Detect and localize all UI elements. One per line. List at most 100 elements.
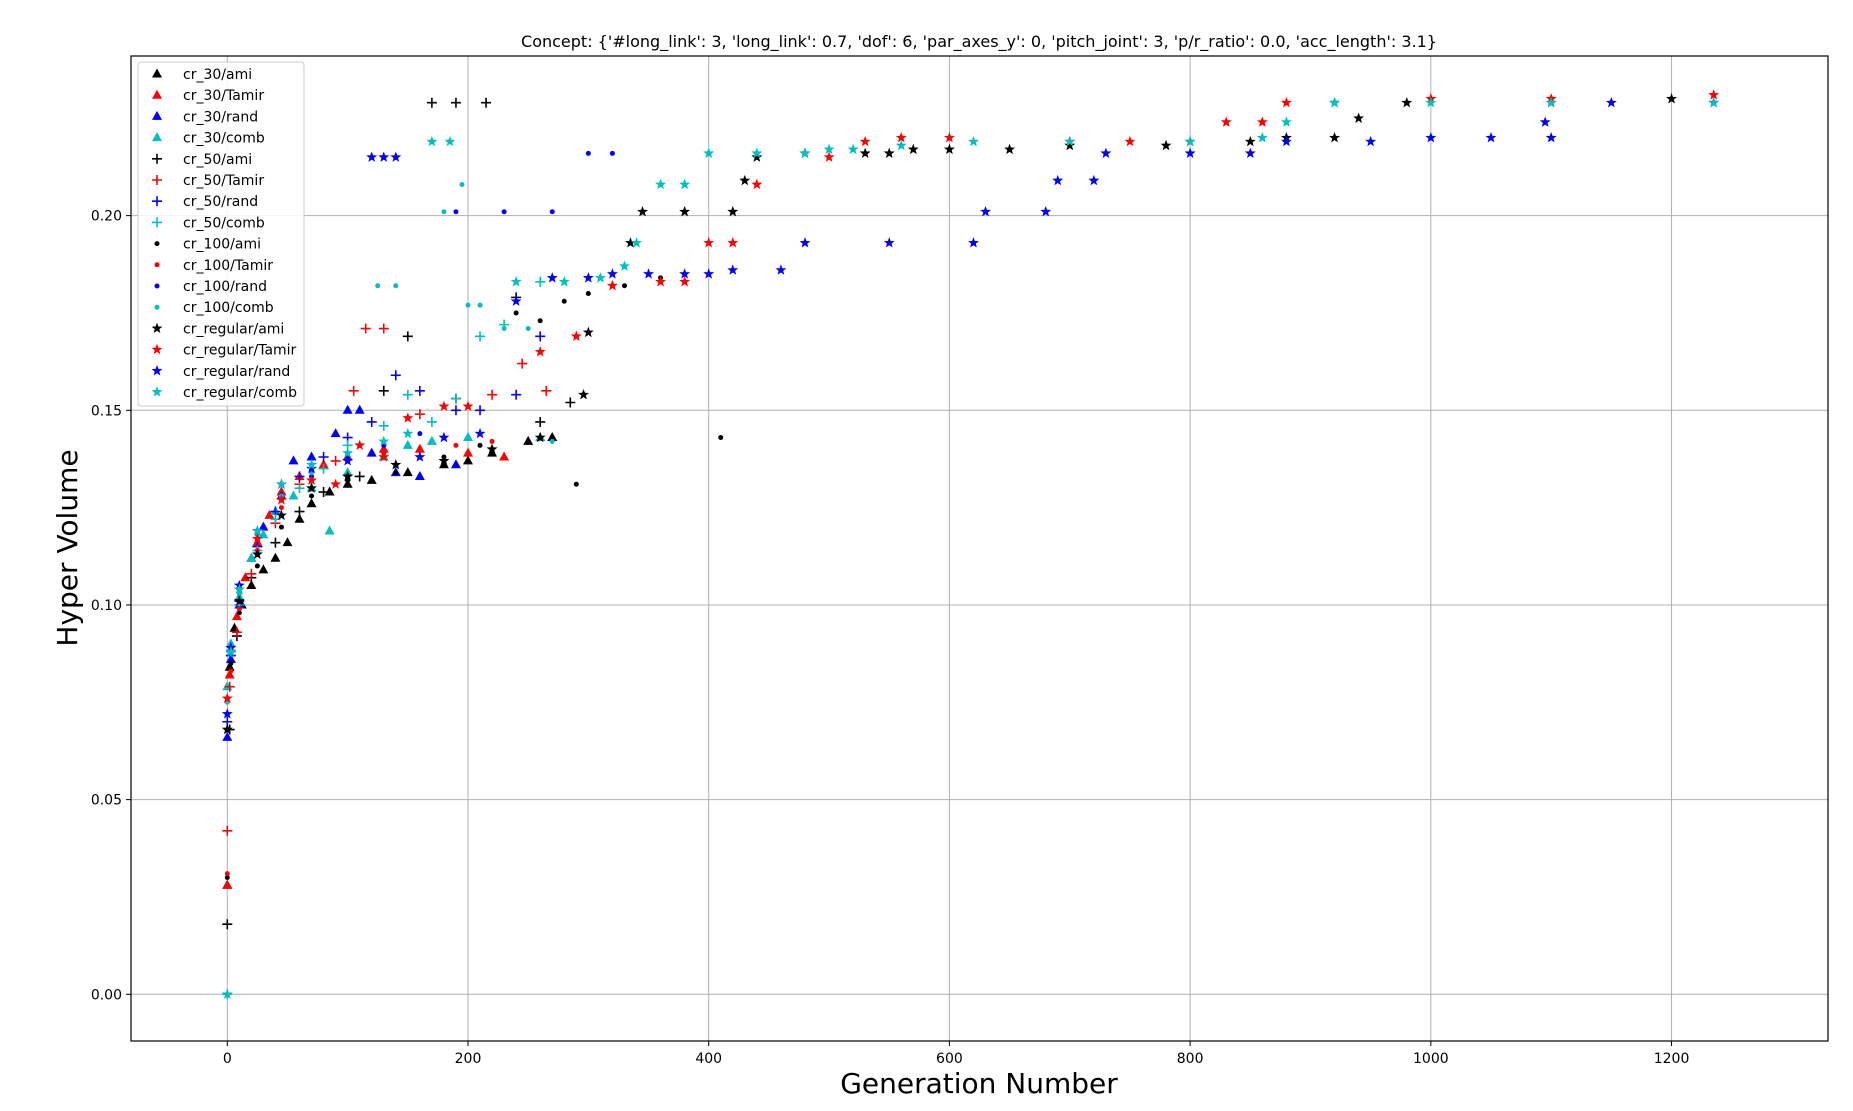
x-axis-label: Generation Number [840, 1067, 1118, 1100]
data-point [1256, 116, 1268, 127]
legend-marker [152, 175, 162, 185]
data-point [288, 455, 299, 465]
data-point [246, 579, 257, 589]
data-point [417, 446, 423, 452]
x-tick-label: 400 [695, 1051, 722, 1067]
data-point [655, 276, 667, 287]
data-point [585, 150, 591, 156]
data-point [264, 509, 275, 519]
legend-marker [152, 110, 162, 120]
x-tick-label: 1000 [1413, 1051, 1449, 1067]
data-point [441, 209, 447, 215]
data-point [1280, 116, 1292, 127]
data-point [799, 147, 811, 158]
data-point [679, 205, 691, 217]
data-point [475, 331, 486, 342]
data-point [1124, 135, 1136, 147]
grid-lines [131, 56, 1828, 1041]
data-point [537, 318, 543, 324]
data-point [354, 471, 365, 482]
data-point [980, 205, 991, 217]
data-point [378, 151, 390, 162]
data-point [306, 474, 317, 486]
data-point [366, 151, 378, 162]
data-point [823, 143, 835, 155]
data-point [402, 331, 413, 342]
data-point [360, 323, 371, 334]
data-point [525, 326, 531, 332]
data-point [390, 151, 402, 162]
data-point [318, 463, 329, 474]
data-point [426, 97, 437, 108]
data-point [1064, 139, 1076, 151]
data-point [233, 595, 245, 606]
data-point [378, 420, 389, 431]
data-point [1160, 139, 1172, 151]
data-point [453, 442, 459, 448]
data-point [414, 470, 425, 480]
legend-label: cr_50/ami [183, 152, 252, 168]
data-point [1425, 96, 1437, 108]
data-point [1545, 132, 1557, 143]
data-point [417, 431, 423, 437]
legend-label: cr_50/comb [183, 215, 265, 231]
data-point [450, 393, 461, 404]
data-point [895, 132, 907, 143]
data-point [278, 505, 284, 511]
legend-label: cr_regular/comb [183, 385, 297, 401]
data-point [883, 147, 895, 158]
data-point [475, 405, 486, 416]
data-point [254, 563, 260, 569]
data-point [1666, 93, 1678, 104]
data-point [378, 385, 389, 396]
x-tick-label: 0 [223, 1051, 232, 1067]
data-point [799, 237, 811, 248]
y-tick-label: 0.05 [91, 793, 122, 809]
legend-label: cr_30/ami [183, 67, 252, 83]
data-point [775, 264, 787, 275]
data-point [342, 404, 353, 414]
data-point [1244, 147, 1256, 158]
data-point [378, 451, 390, 462]
legend-box [137, 61, 305, 407]
data-point [309, 493, 315, 499]
data-point [246, 568, 257, 579]
data-point [462, 432, 473, 442]
data-point [342, 478, 353, 488]
data-point [1545, 96, 1557, 108]
data-point [565, 397, 576, 408]
data-point [1040, 205, 1052, 217]
data-point [306, 462, 317, 474]
data-point [578, 388, 589, 400]
data-point [378, 323, 389, 334]
data-point [510, 295, 522, 306]
data-point [1064, 135, 1076, 147]
data-point [1184, 147, 1196, 158]
data-point [251, 533, 263, 544]
data-point [288, 490, 299, 500]
data-point [318, 487, 329, 498]
data-point [366, 416, 377, 427]
legend-label: cr_50/rand [183, 194, 258, 210]
legend-marker [152, 217, 162, 228]
data-point [727, 237, 739, 248]
data-point [513, 310, 519, 316]
data-point [306, 498, 317, 508]
data-point [438, 459, 449, 469]
data-point [847, 143, 859, 155]
data-point [535, 331, 546, 342]
data-point [330, 428, 341, 438]
legend: cr_30/ami cr_30/Tamir cr_30/rand cr_30/comb… [137, 61, 305, 407]
data-point [258, 564, 269, 574]
data-point [294, 513, 305, 523]
data-point [968, 237, 979, 248]
data-point [703, 268, 715, 279]
data-point [823, 151, 835, 162]
legend-label: cr_30/rand [183, 109, 258, 125]
data-point [393, 283, 399, 289]
data-point [618, 260, 630, 271]
data-point [943, 143, 955, 155]
data-point [1485, 132, 1497, 143]
